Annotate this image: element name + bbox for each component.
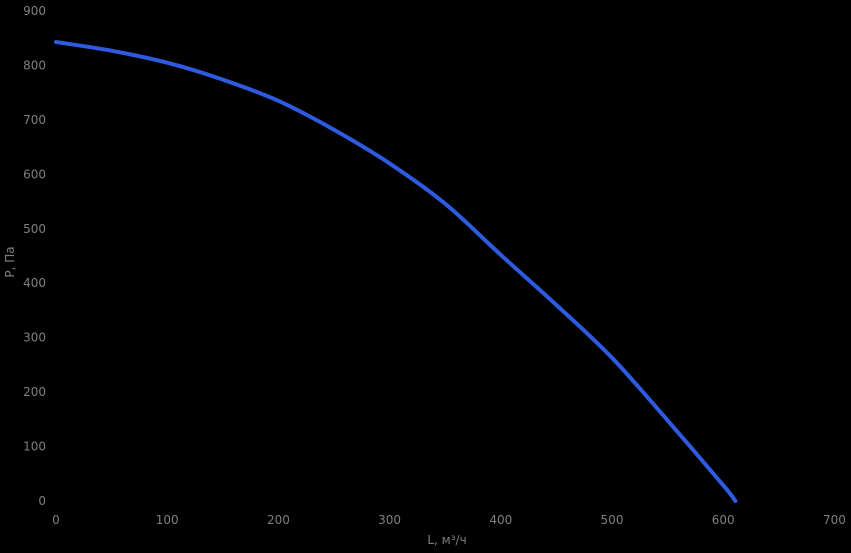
x-axis-title: L, м³/ч <box>427 533 466 547</box>
x-tick-label: 500 <box>601 513 624 527</box>
x-tick-label: 400 <box>489 513 512 527</box>
x-tick-label: 100 <box>156 513 179 527</box>
y-tick-label: 900 <box>23 4 46 18</box>
y-tick-label: 300 <box>23 331 46 345</box>
x-tick-label: 600 <box>712 513 735 527</box>
x-tick-label: 300 <box>378 513 401 527</box>
y-tick-label: 200 <box>23 385 46 399</box>
x-tick-label: 200 <box>267 513 290 527</box>
x-tick-label: 0 <box>52 513 60 527</box>
y-tick-label: 400 <box>23 276 46 290</box>
y-axis-title: Р, Па <box>3 246 17 277</box>
y-tick-label: 700 <box>23 113 46 127</box>
y-tick-label: 600 <box>23 167 46 181</box>
tick-labels-group: 0 100 200 300 400 500 600 700 0 100 200 300 400 500 60… <box>23 4 846 527</box>
y-tick-label: 800 <box>23 58 46 72</box>
y-tick-label: 0 <box>38 494 46 508</box>
y-tick-label: 100 <box>23 440 46 454</box>
x-tick-label: 700 <box>823 513 846 527</box>
pressure-flow-curve <box>54 40 738 503</box>
y-tick-label: 500 <box>23 222 46 236</box>
